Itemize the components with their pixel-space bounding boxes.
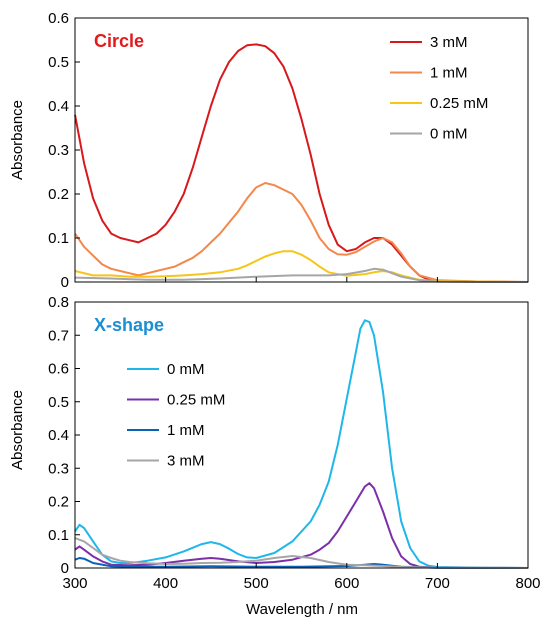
y-tick-label: 0.4 — [48, 98, 69, 115]
series-line-0_25-mM — [74, 250, 529, 283]
legend-bottom: 0 mM 0.25 mM 1 mM 3 mM — [127, 361, 225, 470]
y-tick-label: 0.7 — [48, 327, 69, 344]
y-tick-label: 0.3 — [48, 460, 69, 477]
x-tick-label: 800 — [515, 575, 540, 592]
series-group-bottom — [74, 319, 529, 569]
y-tick-label: 0 — [61, 560, 69, 577]
y-tick-label: 0.3 — [48, 142, 69, 159]
series-line-0-mM — [74, 267, 528, 283]
series-line-3-mM — [74, 537, 529, 569]
y-axis-label-top: Absorbance — [9, 100, 26, 180]
series-line-0-mM — [74, 319, 529, 569]
chart-title-x-shape: X-shape — [94, 315, 164, 335]
x-tick-label: 700 — [425, 575, 450, 592]
legend-label: 3 mM — [167, 453, 205, 470]
y-tick-label: 0 — [61, 274, 69, 291]
x-tick-label: 400 — [153, 575, 178, 592]
chart-title-circle: Circle — [94, 31, 144, 51]
y-tick-label: 0.2 — [48, 186, 69, 203]
x-axis-label: Wavelength / nm — [246, 601, 358, 618]
legend-top: 3 mM 1 mM 0.25 mM 0 mM — [390, 34, 488, 143]
series-line-0_25-mM — [74, 482, 528, 569]
legend-label: 0.25 mM — [430, 95, 488, 112]
legend-label: 0 mM — [430, 126, 468, 143]
axes-top: 0 0.1 0.2 0.3 0.4 0.5 0.6 — [48, 10, 529, 291]
y-tick-label: 0.1 — [48, 230, 69, 247]
y-tick-label: 0.5 — [48, 54, 69, 71]
plot-frame — [74, 301, 529, 569]
legend-label: 0 mM — [167, 361, 205, 378]
x-tick-label: 300 — [62, 575, 87, 592]
series-line-1-mM — [74, 182, 529, 283]
y-tick-label: 0.5 — [48, 394, 69, 411]
series-line-3-mM — [74, 43, 529, 283]
y-tick-label: 0.1 — [48, 527, 69, 544]
y-tick-label: 0.6 — [48, 10, 69, 27]
y-tick-label: 0.4 — [48, 427, 69, 444]
legend-label: 1 mM — [167, 422, 205, 439]
legend-label: 3 mM — [430, 34, 468, 51]
legend-label: 1 mM — [430, 65, 468, 82]
plot-frame — [74, 17, 529, 283]
y-axis-label-bottom: Absorbance — [9, 390, 26, 470]
x-tick-label: 500 — [244, 575, 269, 592]
series-group-top — [74, 43, 529, 283]
legend-label: 0.25 mM — [167, 392, 225, 409]
axes-bottom: 0 0.1 0.2 0.3 0.4 0.5 0.6 0.7 0.8 300 400 500 600 700… — [48, 294, 540, 592]
y-tick-label: 0.8 — [48, 294, 69, 311]
y-tick-label: 0.6 — [48, 361, 69, 378]
chart-circle: Circle Absorbance 0 0.1 0.2 0.3 0.4 0.5 0.6 3 … — [9, 10, 529, 291]
x-tick-label: 600 — [334, 575, 359, 592]
chart-x-shape: X-shape Absorbance Wavelength / nm 00.10… — [9, 294, 541, 618]
y-tick-label: 0.2 — [48, 494, 69, 511]
